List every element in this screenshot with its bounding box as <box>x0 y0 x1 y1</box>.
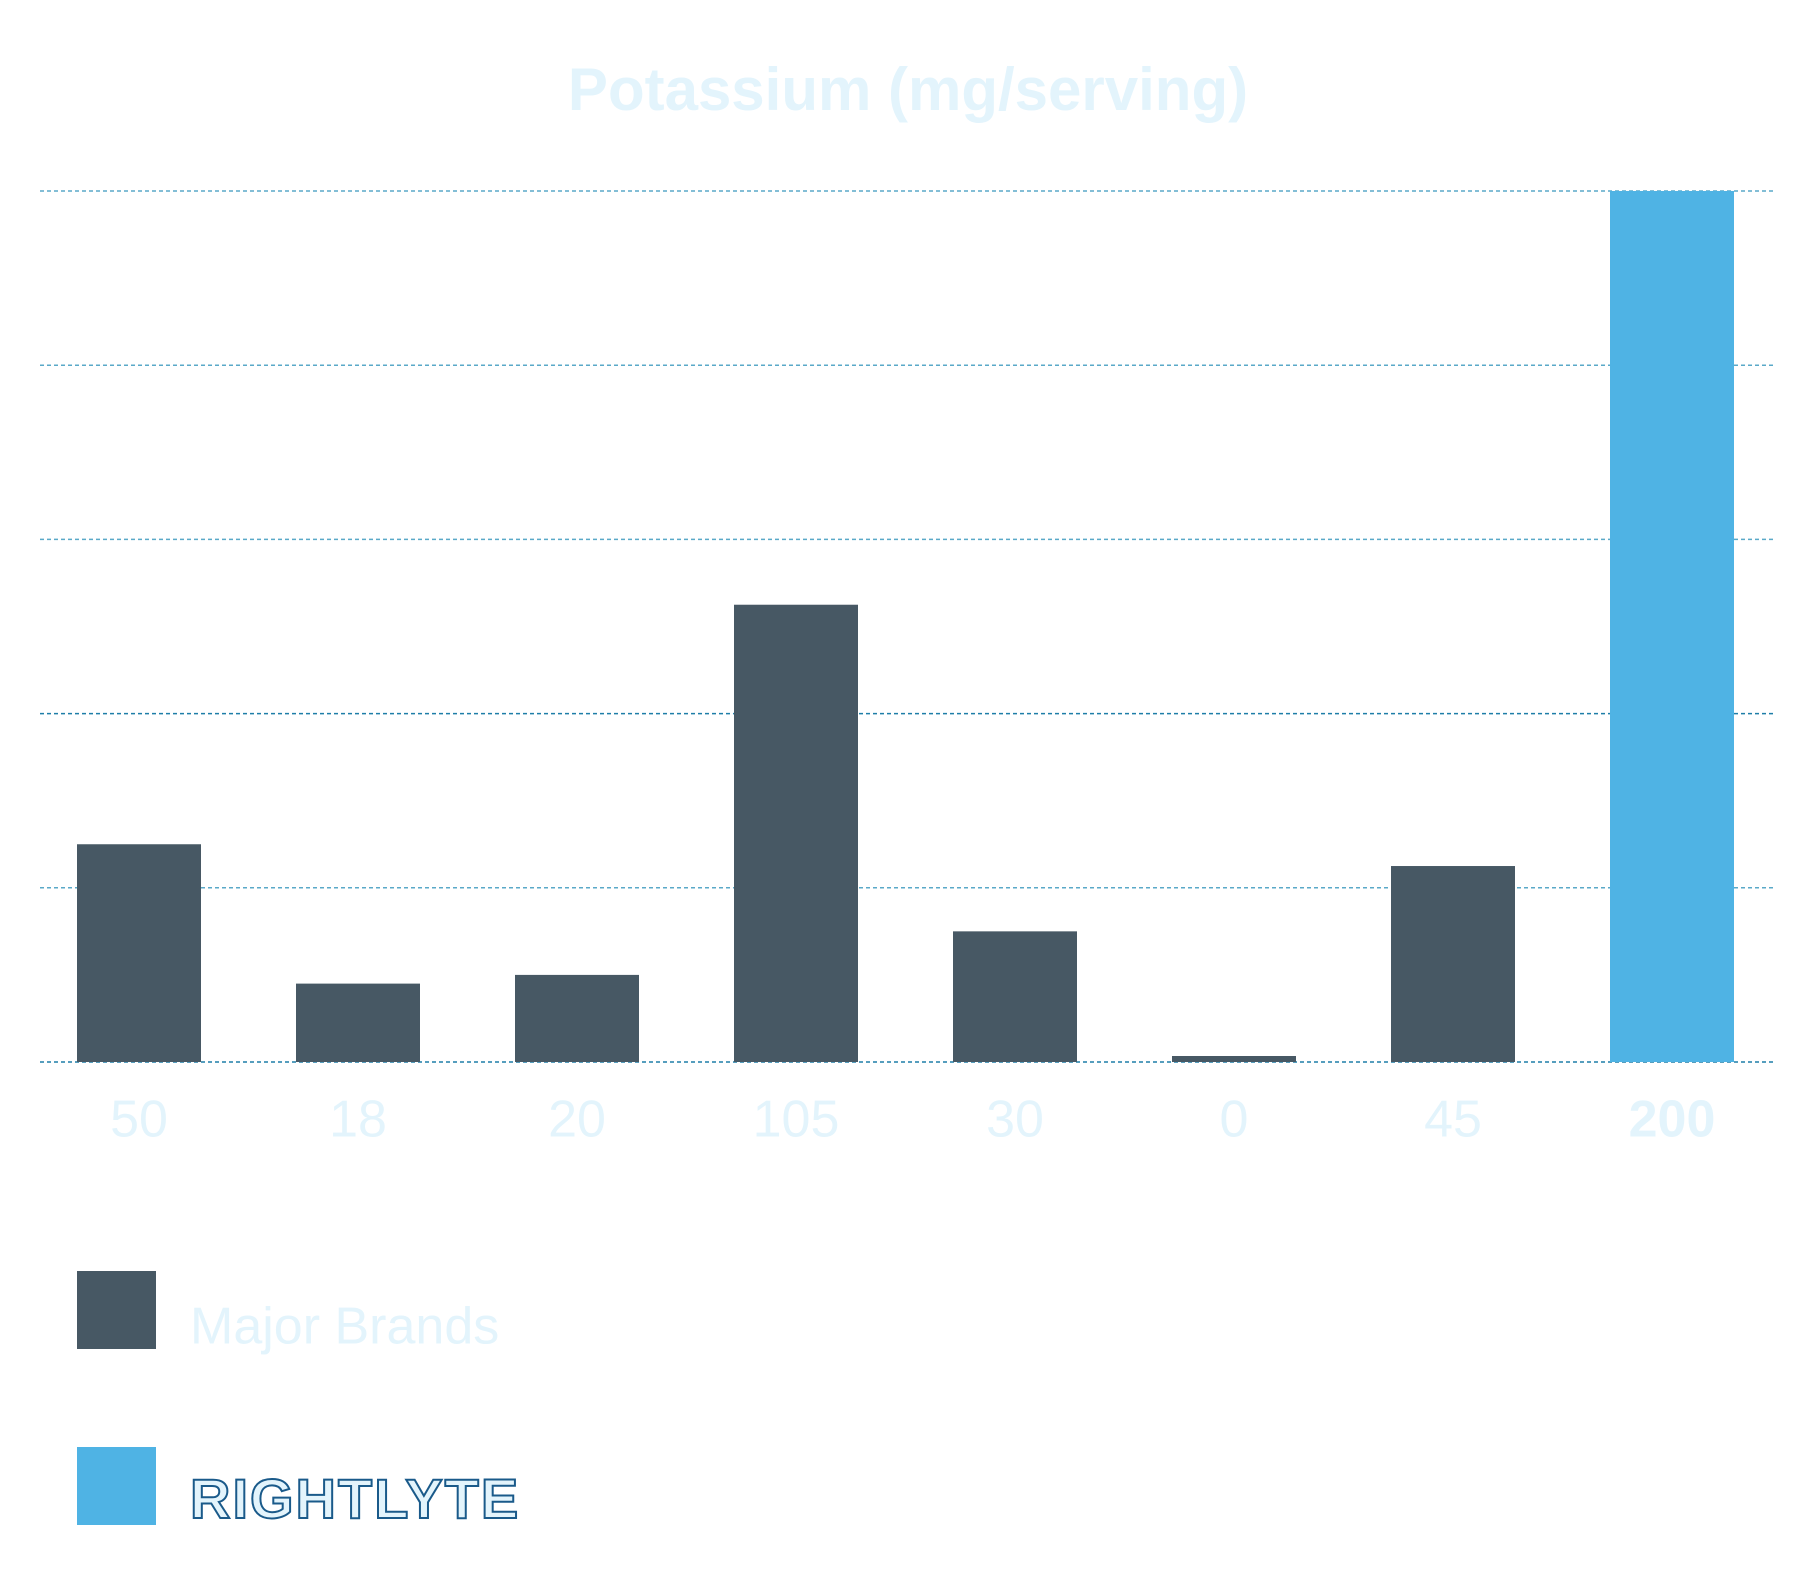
bar <box>296 983 420 1062</box>
legend-label: Major Brands <box>190 1298 499 1356</box>
chart-title: Potassium (mg/serving) <box>568 56 1248 123</box>
value-label: 20 <box>548 1091 606 1149</box>
bar <box>734 604 858 1062</box>
value-label: 0 <box>1220 1091 1249 1149</box>
bar <box>1172 1056 1296 1062</box>
bar <box>515 974 639 1062</box>
value-label: 30 <box>986 1091 1044 1149</box>
legend-label: RIGHTLYTE <box>190 1467 520 1530</box>
bar <box>953 931 1077 1062</box>
value-label: 50 <box>110 1091 168 1149</box>
legend-swatch <box>77 1271 156 1349</box>
legend-swatch <box>77 1447 156 1525</box>
bar <box>77 844 201 1062</box>
value-label: 105 <box>753 1091 840 1149</box>
value-label: 18 <box>329 1091 387 1149</box>
value-label: 200 <box>1629 1091 1716 1149</box>
bar <box>1610 191 1734 1062</box>
value-label: 45 <box>1424 1091 1482 1149</box>
bar <box>1391 866 1515 1062</box>
